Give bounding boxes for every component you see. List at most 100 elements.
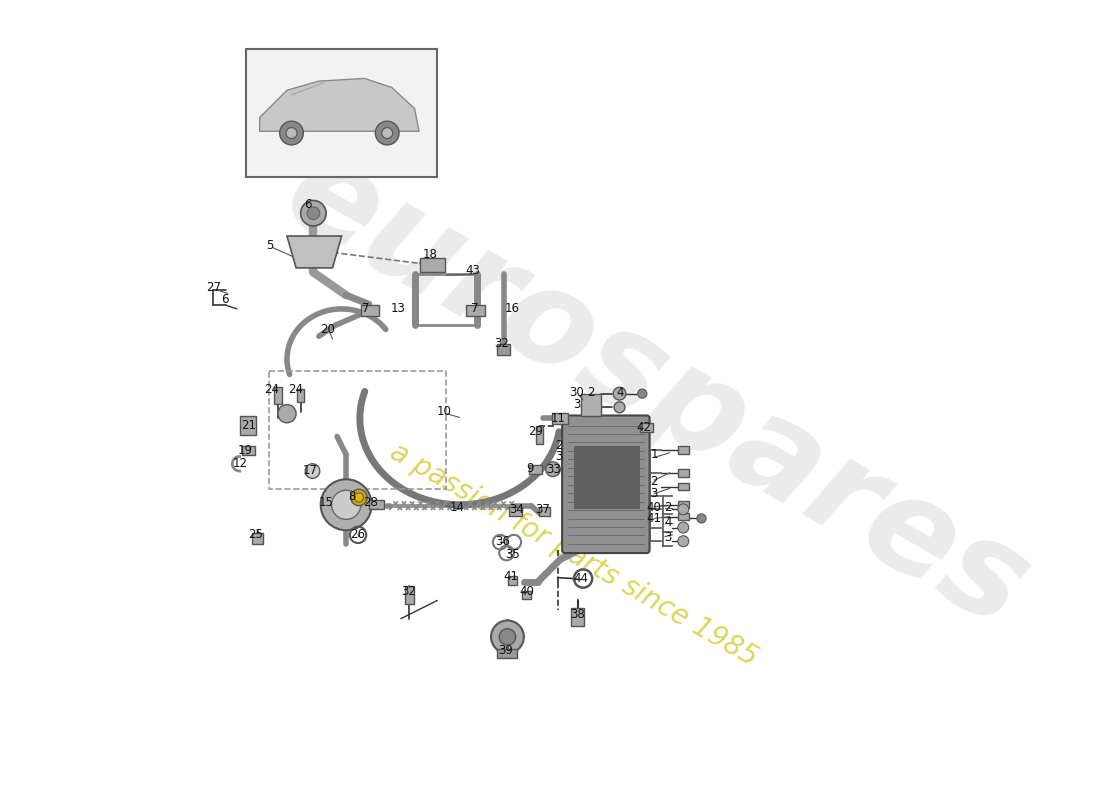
Circle shape [678, 504, 689, 514]
Text: 15: 15 [319, 497, 333, 510]
Circle shape [305, 464, 320, 478]
Bar [420, 258, 446, 273]
Text: 41: 41 [647, 512, 661, 525]
Circle shape [331, 490, 361, 519]
Text: 7: 7 [363, 302, 370, 315]
Text: 24: 24 [264, 382, 279, 395]
Circle shape [546, 462, 560, 477]
Text: 43: 43 [465, 264, 481, 277]
Text: 28: 28 [363, 497, 378, 510]
Text: 32: 32 [400, 585, 416, 598]
Text: 3: 3 [650, 487, 658, 500]
Circle shape [307, 207, 320, 220]
Text: 34: 34 [509, 503, 524, 516]
Circle shape [375, 122, 399, 145]
Text: 11: 11 [551, 412, 566, 425]
Text: 14: 14 [450, 501, 465, 514]
Text: a passion for parts since 1985: a passion for parts since 1985 [385, 438, 762, 672]
Text: 24: 24 [288, 382, 304, 395]
Text: 42: 42 [637, 421, 651, 434]
Bar [640, 422, 653, 432]
Text: 20: 20 [320, 323, 336, 336]
Text: 3: 3 [573, 398, 581, 411]
Text: 37: 37 [536, 503, 550, 516]
Text: 36: 36 [495, 534, 510, 548]
Text: 40: 40 [647, 501, 661, 514]
Bar [508, 576, 517, 585]
Bar [529, 465, 542, 474]
Circle shape [678, 536, 689, 546]
Circle shape [279, 122, 304, 145]
Text: 21: 21 [241, 419, 256, 432]
Text: 25: 25 [248, 528, 263, 542]
Bar [574, 446, 639, 510]
Text: 35: 35 [506, 548, 520, 562]
Text: 44: 44 [574, 572, 589, 585]
Bar [368, 500, 384, 510]
Text: 12: 12 [233, 458, 248, 470]
Text: 2: 2 [650, 475, 658, 489]
Text: 38: 38 [570, 607, 585, 621]
Circle shape [278, 405, 296, 422]
Bar [552, 413, 569, 424]
Bar [268, 371, 447, 490]
Bar [497, 649, 517, 658]
Bar [678, 513, 689, 520]
Text: 40: 40 [519, 585, 534, 598]
Circle shape [614, 402, 625, 413]
Bar [678, 483, 689, 490]
Bar [405, 586, 414, 604]
Text: 1: 1 [650, 448, 658, 461]
Text: 8: 8 [348, 490, 355, 503]
Circle shape [613, 387, 626, 400]
Text: 10: 10 [437, 406, 452, 418]
Bar [242, 446, 255, 454]
Text: 2: 2 [554, 439, 562, 452]
Circle shape [499, 629, 516, 645]
Bar [497, 345, 510, 355]
Text: 30: 30 [570, 386, 584, 399]
Text: 2: 2 [664, 501, 671, 514]
Bar [252, 533, 263, 544]
Text: 41: 41 [504, 570, 518, 583]
Bar [539, 506, 550, 516]
Text: 13: 13 [390, 302, 406, 315]
Bar [678, 470, 689, 477]
Circle shape [321, 479, 372, 530]
Circle shape [354, 493, 363, 502]
Text: 7: 7 [471, 302, 478, 315]
Polygon shape [287, 236, 342, 268]
Text: 3: 3 [554, 450, 562, 463]
Text: 6: 6 [305, 198, 311, 210]
Bar [678, 501, 689, 509]
Text: 39: 39 [498, 644, 513, 657]
Bar [509, 506, 522, 516]
Bar [466, 306, 485, 316]
Text: 4: 4 [617, 386, 624, 399]
Circle shape [638, 389, 647, 398]
Text: 9: 9 [527, 462, 534, 475]
Text: 4: 4 [664, 517, 671, 530]
Bar [274, 387, 282, 404]
Bar [240, 416, 256, 434]
Text: 26: 26 [351, 528, 365, 542]
Text: 18: 18 [422, 248, 438, 261]
Circle shape [678, 522, 689, 533]
Bar [536, 426, 543, 444]
Circle shape [351, 490, 367, 506]
Text: 29: 29 [528, 426, 543, 438]
Text: 27: 27 [207, 282, 221, 294]
Text: 19: 19 [238, 444, 253, 457]
Bar [522, 591, 531, 598]
FancyBboxPatch shape [562, 415, 650, 553]
Circle shape [382, 127, 393, 138]
Text: 16: 16 [505, 302, 519, 315]
Bar [297, 389, 305, 402]
Text: 2: 2 [587, 386, 595, 399]
Circle shape [300, 201, 327, 226]
Bar [246, 50, 438, 177]
Polygon shape [581, 394, 602, 416]
Text: 5: 5 [266, 238, 274, 252]
Bar [361, 306, 379, 316]
Polygon shape [260, 78, 419, 131]
